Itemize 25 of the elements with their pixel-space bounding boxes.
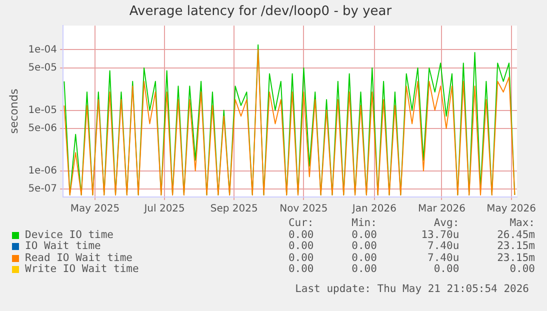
y-axis-title: seconds [7, 88, 20, 134]
text: 0.00 0.00 7.40u 23.15m [287, 240, 535, 252]
x-tick-label: Nov 2025 [280, 204, 328, 215]
x-tick-label: Sep 2025 [210, 204, 258, 215]
x-tick-label: May 2025 [70, 204, 120, 215]
text: 0.00 0.00 13.70u 26.45m [287, 228, 535, 241]
text: Last update: Thu May 21 21:05:54 2026 [295, 283, 529, 295]
text: 0.00 0.00 0.00 0.00 [287, 263, 535, 276]
legend-label: Read IO Wait time [25, 252, 134, 264]
legend-label: IO Wait time [25, 240, 102, 252]
x-tick-label: Jan 2026 [351, 204, 396, 215]
x-tick-label: May 2026 [486, 204, 536, 215]
chart-title: Average latency for /dev/loop0 - by year [129, 4, 392, 20]
legend-label: Device IO time [25, 228, 115, 241]
legend-label: Write IO Wait time [25, 263, 140, 276]
y-tick-label: 5e-07 [28, 184, 58, 195]
x-tick-label: Jul 2025 [143, 204, 185, 215]
y-tick-label: 5e-06 [28, 123, 58, 134]
y-tick-label: 1e-04 [28, 44, 58, 56]
y-tick-label: 1e-06 [28, 165, 58, 176]
text: Cur: Min: Avg: Max: [287, 217, 535, 230]
y-tick-label: 5e-05 [28, 62, 58, 74]
y-tick-label: 1e-05 [28, 104, 58, 116]
x-tick-label: Mar 2026 [418, 204, 466, 215]
text: 0.00 0.00 7.40u 23.15m [287, 252, 535, 264]
